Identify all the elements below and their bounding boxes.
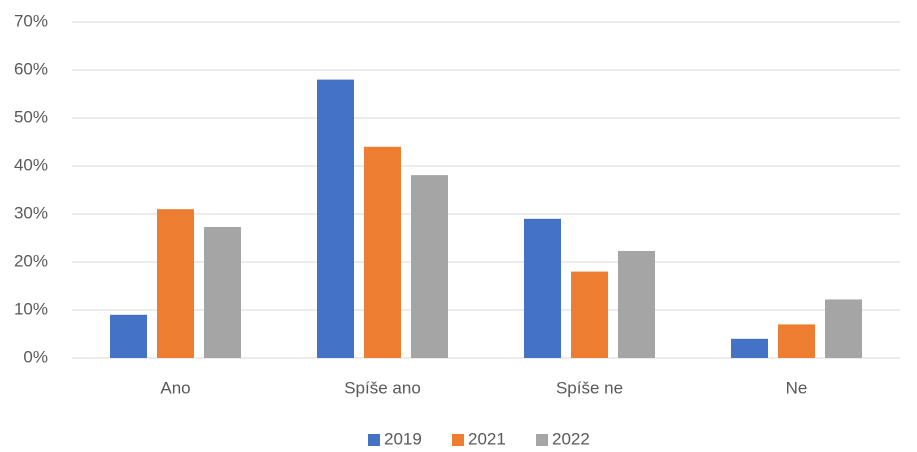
bar [618,250,655,358]
x-tick-label: Ne [786,378,808,397]
x-tick-label: Spíše ano [344,378,421,397]
y-tick-label: 50% [14,107,48,126]
bar [157,209,194,358]
bar [364,146,401,358]
bar [778,324,815,358]
legend-label: 2019 [384,429,422,448]
bar [411,175,448,358]
y-tick-label: 60% [14,59,48,78]
bar [825,299,862,358]
y-tick-label: 40% [14,155,48,174]
legend-swatch [536,434,548,446]
y-tick-label: 10% [14,299,48,318]
x-tick-label: Ano [160,378,190,397]
bar [204,226,241,358]
x-tick-label: Spíše ne [556,378,623,397]
legend-swatch [452,434,464,446]
bar [731,338,768,358]
y-tick-label: 70% [14,11,48,30]
y-tick-label: 30% [14,203,48,222]
bar [524,218,561,358]
bar [571,271,608,358]
bar [110,314,147,358]
y-tick-label: 20% [14,251,48,270]
bar [317,79,354,358]
y-tick-label: 0% [23,347,48,366]
legend-label: 2021 [468,429,506,448]
legend-label: 2022 [552,429,590,448]
legend-swatch [368,434,380,446]
